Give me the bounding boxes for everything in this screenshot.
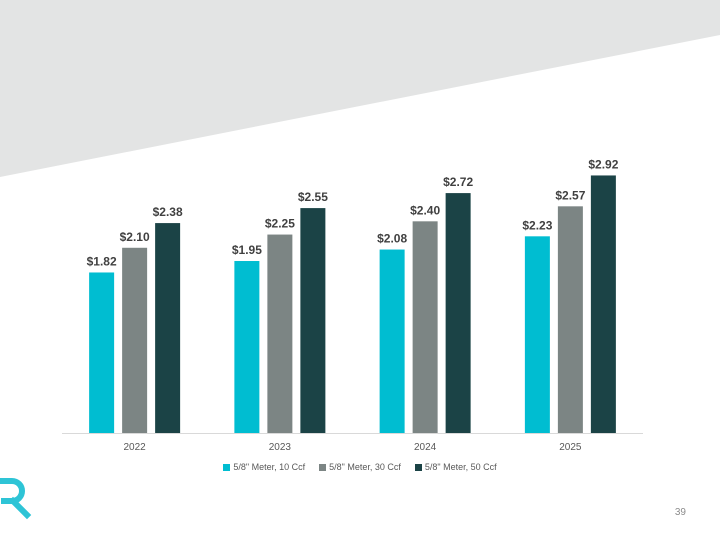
data-label-2023-series-2: $2.25: [265, 217, 295, 231]
data-label-2023-series-1: $1.95: [232, 243, 262, 257]
x-tick-label-2025: 2025: [559, 442, 582, 453]
bar-2024-series-3: [445, 193, 471, 433]
data-label-2024-series-2: $2.40: [410, 203, 440, 217]
legend-item-series-1[interactable]: 5/8" Meter, 10 Ccf: [223, 462, 305, 472]
legend-swatch-series-1: [223, 463, 231, 471]
legend-label-series-3: 5/8" Meter, 50 Ccf: [424, 462, 497, 472]
bar-2025-series-1: [524, 236, 550, 433]
bar-2023-series-3: [300, 208, 326, 433]
legend-swatch-series-3: [414, 463, 422, 471]
bar-2024-series-2: [412, 221, 438, 433]
data-label-2025-series-3: $2.92: [588, 157, 618, 171]
bar-2022-series-2: [122, 247, 148, 433]
data-label-2024-series-3: $2.72: [443, 175, 473, 189]
bar-2024-series-1: [379, 249, 405, 433]
x-tick-label-2023: 2023: [269, 442, 292, 453]
gray-diagonal-band: [0, 0, 720, 177]
data-label-2022-series-1: $1.82: [87, 254, 117, 268]
data-label-2022-series-2: $2.10: [120, 230, 150, 244]
bar-2022-series-1: [89, 272, 115, 433]
legend-swatch-series-2: [319, 463, 327, 471]
legend-label-series-1: 5/8" Meter, 10 Ccf: [233, 462, 306, 472]
bar-2023-series-2: [267, 234, 293, 433]
legend-item-series-2[interactable]: 5/8" Meter, 30 Ccf: [319, 462, 401, 472]
data-label-2025-series-2: $2.57: [555, 188, 585, 202]
data-label-2024-series-1: $2.08: [377, 232, 407, 246]
stylized-r-logo-icon: [0, 478, 32, 520]
data-label-2025-series-1: $2.23: [522, 218, 552, 232]
bar-2025-series-2: [557, 206, 583, 433]
chart-legend: 5/8" Meter, 10 Ccf 5/8" Meter, 30 Ccf 5/…: [0, 462, 720, 472]
page-number: 39: [674, 507, 686, 518]
data-label-2023-series-3: $2.55: [298, 190, 328, 204]
legend-label-series-2: 5/8" Meter, 30 Ccf: [329, 462, 401, 472]
x-tick-label-2024: 2024: [414, 442, 437, 453]
bar-2023-series-1: [234, 261, 260, 433]
bar-2022-series-3: [155, 223, 181, 433]
data-label-2022-series-3: $2.38: [153, 205, 183, 219]
legend-item-series-3[interactable]: 5/8" Meter, 50 Ccf: [414, 462, 497, 472]
bar-2025-series-3: [590, 175, 616, 433]
x-tick-label-2022: 2022: [124, 442, 147, 453]
